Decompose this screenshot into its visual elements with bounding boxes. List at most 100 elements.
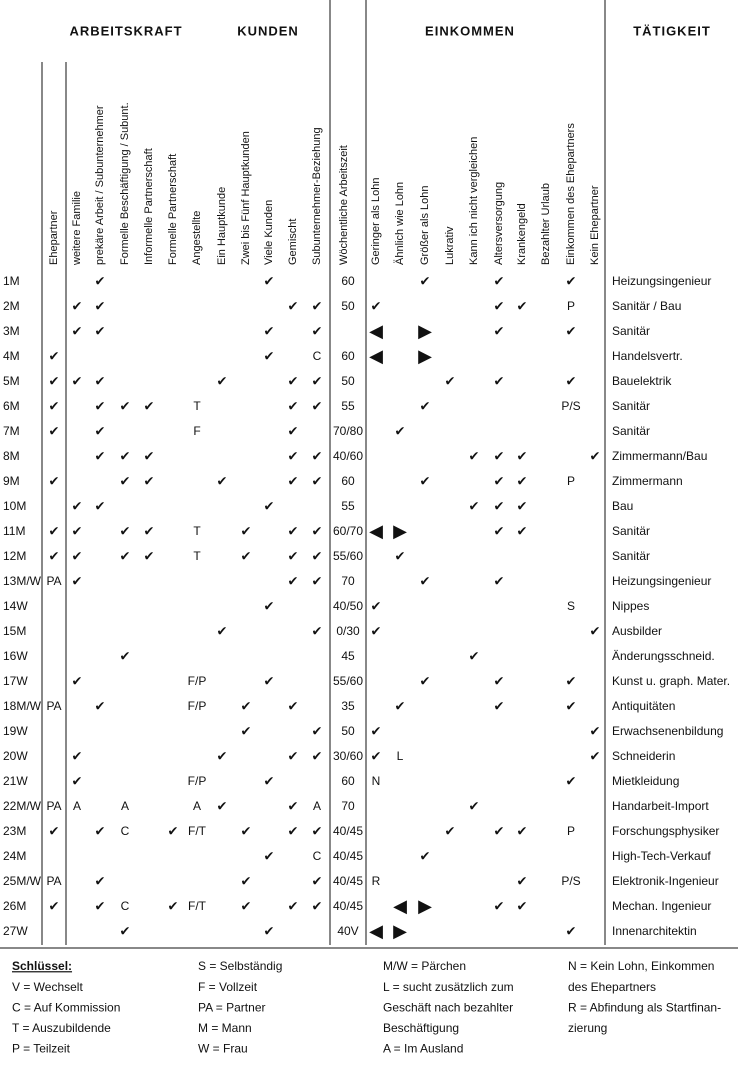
row-label: 18M/W [3,699,42,713]
cell: ✔ [517,300,528,315]
cell: ✔ [517,500,528,515]
cell: P [567,299,575,313]
cell: ✔ [494,525,505,540]
cell: ✔ [264,675,275,690]
cell: ✔ [72,300,83,315]
row-label: 19W [3,724,28,738]
cell: ✔ [590,450,601,465]
cell: ✔ [395,700,406,715]
cell: ✔ [120,925,131,940]
column-header: Subunternehmer-Beziehung [311,127,323,265]
activity: High-Tech-Verkauf [612,849,711,863]
activity: Bauelektrik [612,374,672,388]
key-entry: M/W = Pärchen [383,959,466,973]
cell: ✔ [72,500,83,515]
column-header: Einkommen des Ehepartners [565,123,577,265]
column-header: weitere Familie [71,191,83,266]
cell: ✔ [217,625,228,640]
cell: ✔ [517,450,528,465]
cell: ✔ [49,375,60,390]
activity: Mietkleidung [612,774,679,788]
cell: ◀ [369,521,383,542]
cell: ✔ [241,825,252,840]
cell: ✔ [49,550,60,565]
cell: ✔ [217,375,228,390]
cell: ◀ [369,921,383,942]
column-header: Lukrativ [444,226,456,265]
cell: ✔ [49,350,60,365]
cell: ✔ [312,725,323,740]
row-label: 3M [3,324,20,338]
cell: C [121,824,130,838]
activity: Bau [612,499,633,513]
cell: ✔ [49,825,60,840]
row-label: 4M [3,349,20,363]
activity: Zimmermann/Bau [612,449,707,463]
cell: ✔ [120,475,131,490]
activity: Ausbilder [612,624,662,638]
cell: ✔ [371,725,382,740]
activity: Sanitär [612,524,650,538]
cell: 50 [341,374,355,388]
cell: ✔ [445,375,456,390]
cell: ✔ [120,525,131,540]
row-label: 25M/W [3,874,42,888]
activity: Handarbeit-Import [612,799,709,813]
key-entry: C = Auf Kommission [12,1000,120,1014]
row-label: 7M [3,424,20,438]
cell: ✔ [264,275,275,290]
cell: PA [46,699,61,713]
cell: ✔ [590,625,601,640]
cell: ✔ [517,825,528,840]
cell: ✔ [49,475,60,490]
cell: ✔ [469,800,480,815]
cell: 60 [341,474,355,488]
key-entry: PA = Partner [198,1000,265,1014]
cell: ✔ [95,300,106,315]
cell: ✔ [420,575,431,590]
cell: F/T [188,824,207,838]
cell: ✔ [494,500,505,515]
column-header: Geringer als Lohn [370,178,382,265]
cell: A [313,799,321,813]
activity: Innenarchitektin [612,924,697,938]
cell: ✔ [469,650,480,665]
cell: ✔ [312,550,323,565]
cell: ✔ [72,775,83,790]
cell: ✔ [49,900,60,915]
cell: PA [46,874,61,888]
cell: 40/60 [333,449,363,463]
cell: ✔ [288,450,299,465]
cell: 60 [341,774,355,788]
cell: ▶ [418,346,432,367]
cell: 60 [341,349,355,363]
cell: ✔ [95,275,106,290]
row-label: 8M [3,449,20,463]
cell: ✔ [288,300,299,315]
cell: ✔ [95,875,106,890]
cell: ✔ [288,400,299,415]
cell: 35 [341,699,355,713]
activity: Änderungsschneid. [612,649,715,663]
row-label: 12M [3,549,26,563]
cell: N [372,774,381,788]
key-entry: A = Im Ausland [383,1042,463,1056]
cell: ✔ [95,825,106,840]
row-label: 24M [3,849,26,863]
row-label: 5M [3,374,20,388]
activity: Heizungsingenieur [612,574,711,588]
cell: ✔ [312,325,323,340]
cell: ✔ [72,525,83,540]
cell: ✔ [288,575,299,590]
cell: ✔ [312,525,323,540]
cell: 40/45 [333,874,363,888]
key-entry: S = Selbständig [198,959,282,973]
cell: ✔ [144,550,155,565]
cell: A [193,799,201,813]
row-label: 17W [3,674,28,688]
column-header: Kein Ehepartner [589,185,601,265]
cell: ✔ [517,875,528,890]
cell: 40/45 [333,899,363,913]
column-header: Ehepartner [48,210,60,265]
cell: 55/60 [333,674,363,688]
